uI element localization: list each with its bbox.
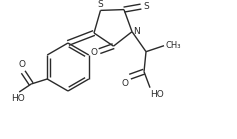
Text: O: O — [121, 79, 128, 88]
Text: HO: HO — [150, 90, 164, 99]
Text: O: O — [19, 60, 26, 69]
Text: HO: HO — [11, 94, 25, 103]
Text: S: S — [98, 0, 103, 9]
Text: CH₃: CH₃ — [165, 41, 181, 50]
Text: O: O — [91, 48, 97, 57]
Text: S: S — [143, 2, 149, 11]
Text: N: N — [133, 27, 140, 36]
